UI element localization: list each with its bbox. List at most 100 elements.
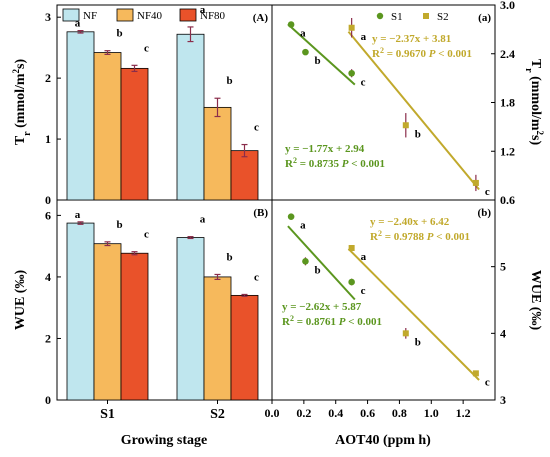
panel-b-x-axis-title: AOT40 (ppm h): [335, 433, 431, 448]
panel-B-y-axis-title: WUE (‰): [13, 270, 28, 331]
y-tick-label-a-3: 2.4: [500, 47, 515, 61]
bar-A-NF80-S2: [230, 150, 259, 201]
panel-B: 0 2 4 6 a b c S1 a b c S2 (B): [45, 207, 268, 422]
sig-letter-B-NF80-S2: c: [254, 271, 259, 283]
sig-letter-B-NF40-S2: b: [226, 251, 232, 263]
legend-label-S2: S2: [437, 11, 449, 23]
fit-line-a-S2: [347, 30, 480, 191]
equation-b-S1: y = −2.62x + 5.87: [282, 301, 362, 313]
point-letter-b-S1-1: b: [314, 264, 320, 276]
panel-label-A: (A): [253, 12, 269, 24]
fit-line-b-S2: [347, 248, 480, 381]
bar-A-NF-S2: [176, 33, 205, 201]
point-letter-b-S1-2: c: [361, 285, 366, 297]
legend-label-NF40: NF40: [137, 10, 163, 22]
point-letter-b-S2-2: c: [485, 376, 490, 388]
x-tick-label-B-S1: S1: [100, 407, 115, 422]
x-tick-label-b-4: 0.8: [392, 406, 407, 420]
point-a-S1-0: [287, 21, 295, 28]
sig-letter-B-NF-S2: a: [200, 214, 206, 226]
legend-marker-S2: [423, 13, 429, 19]
bar-A-NF80-S1: [120, 67, 149, 201]
r2-part-b-S2-0: R: [370, 231, 379, 243]
r2-part-a-S2-2: = 0.9670: [384, 48, 429, 60]
y-tick-label-a-2: 1.8: [500, 96, 515, 110]
legend-label-S1: S1: [391, 11, 403, 23]
y-tick-label-B-1: 2: [45, 331, 51, 345]
r2-part-b-S2-2: = 0.9788: [382, 231, 427, 243]
point-letter-a-S1-0: a: [300, 28, 306, 40]
point-letter-b-S2-1: b: [415, 336, 421, 348]
fit-line-a-S1: [287, 23, 356, 86]
point-a-S1-1: [302, 48, 309, 56]
x-tick-label-b-5: 1.0: [424, 406, 439, 420]
r2-part-a-S1-2: = 0.8735: [297, 158, 342, 170]
point-a-S2-0: [348, 24, 355, 31]
point-letter-a-S1-1: b: [314, 55, 320, 67]
bar-A-NF40-S1: [93, 52, 122, 201]
x-tick-label-b-3: 0.6: [360, 406, 375, 420]
y-tick-label-A-0: 0: [45, 193, 51, 207]
r2-b-S1: R2 = 0.8761 P < 0.001: [282, 314, 382, 329]
y-tick-label-b-0: 3: [500, 393, 506, 407]
panel-a-y-axis-title: Tr (mmol/m2s): [524, 59, 546, 146]
r2-a-S2: R2 = 0.9670 P < 0.001: [372, 46, 472, 61]
sig-letter-A-NF-S1: a: [75, 18, 81, 30]
legend-swatch-NF80: [179, 8, 197, 22]
panel-A: 0 1 2 3 a b c a b c (A) NF NF40 NF80: [45, 4, 268, 207]
sig-letter-B-NF-S1: a: [75, 209, 81, 221]
r2-part-a-S1-0: R: [285, 158, 294, 170]
point-letter-b-S1-0: a: [300, 220, 306, 232]
panel-label-a: (a): [478, 12, 491, 24]
legend-marker-S1: [376, 12, 384, 20]
y-tick-label-A-3: 3: [45, 10, 51, 24]
bar-B-NF-S2: [176, 237, 205, 401]
y-tick-label-B-2: 4: [45, 270, 51, 284]
sig-letter-A-NF40-S2: b: [226, 75, 232, 87]
point-b-S2-2: [472, 370, 479, 377]
r2-part-b-S2-4: < 0.001: [433, 231, 470, 243]
y-tick-label-b-2: 5: [500, 260, 506, 274]
panel-A-y-axis-title: Tr (mmol/m2s): [11, 58, 33, 145]
x-tick-label-b-2: 0.4: [328, 406, 343, 420]
r2-b-S2: R2 = 0.9788 P < 0.001: [370, 229, 470, 244]
y-tick-label-A-1: 1: [45, 132, 51, 146]
r2-part-a-S1-3: P: [342, 158, 349, 170]
r2-part-b-S1-1: 2: [290, 314, 294, 323]
y-tick-label-B-0: 0: [45, 393, 51, 407]
point-b-S2-0: [348, 245, 355, 251]
x-tick-label-b-1: 0.2: [296, 406, 311, 420]
point-a-S2-2: [472, 179, 479, 186]
panel-label-B: (B): [253, 207, 268, 219]
point-a-S2-1: [402, 122, 409, 129]
sig-letter-B-NF80-S1: c: [144, 229, 149, 241]
r2-part-a-S2-1: 2: [380, 46, 384, 55]
r2-part-a-S1-1: 2: [293, 156, 297, 165]
r2-part-b-S1-2: = 0.8761: [294, 316, 339, 328]
legend-label-NF: NF: [83, 10, 97, 22]
sig-letter-A-NF-S2: a: [200, 4, 206, 16]
equation-a-S2: y = −2.37x + 3.81: [372, 33, 451, 45]
bar-B-NF-S1: [66, 222, 95, 401]
r2-part-a-S2-4: < 0.001: [435, 48, 472, 60]
point-b-S1-2: [348, 278, 355, 286]
r2-part-b-S1-4: < 0.001: [345, 316, 382, 328]
bar-B-NF80-S2: [230, 294, 259, 401]
point-letter-a-S2-0: a: [361, 31, 367, 43]
r2-part-a-S1-4: < 0.001: [348, 158, 385, 170]
point-b-S1-0: [287, 213, 295, 220]
sig-letter-B-NF40-S1: b: [116, 219, 122, 231]
panel-label-b: (b): [478, 207, 492, 219]
sig-letter-A-NF80-S1: c: [144, 42, 149, 54]
r2-a-S1: R2 = 0.8735 P < 0.001: [285, 156, 385, 171]
panel-b: 3 4 5 0.0 0.2 0.4 0.6 0.8 1.0 1.2 a b c y = −2.62x + …: [265, 207, 507, 420]
point-b-S1-1: [302, 258, 309, 265]
point-letter-a-S1-2: c: [361, 76, 366, 88]
legend-label-NF80: NF80: [200, 10, 226, 22]
equation-b-S2: y = −2.40x + 6.42: [370, 216, 450, 228]
r2-part-b-S2-1: 2: [378, 229, 382, 238]
equation-a-S1: y = −1.77x + 2.94: [285, 143, 365, 155]
y-tick-label-a-4: 3.0: [500, 0, 515, 12]
